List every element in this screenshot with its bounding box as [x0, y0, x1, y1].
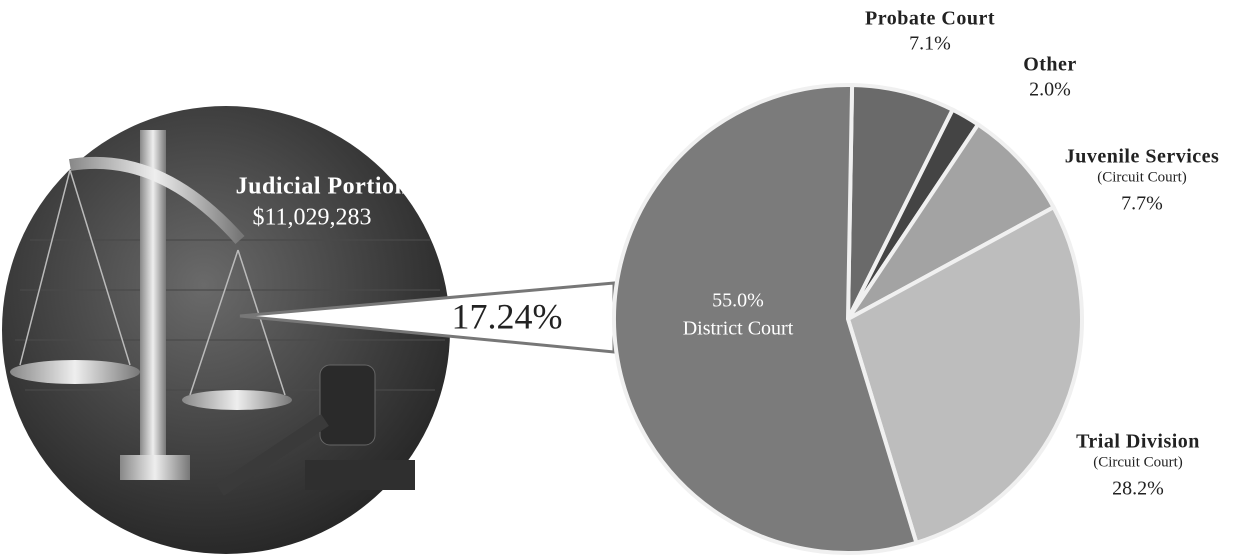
- portion-title: Judicial Portion: [236, 174, 409, 200]
- value-label: 7.1%: [909, 33, 951, 55]
- slice-note: (Circuit Court): [1093, 454, 1183, 470]
- value-label: 7.7%: [1121, 193, 1163, 215]
- slice-label: Probate Court: [865, 8, 995, 30]
- page: 17.24% Judicial Portion $11,029,283 Prob…: [0, 0, 1250, 557]
- slice-label: Other: [1023, 54, 1077, 76]
- slice-label: Trial Division: [1076, 431, 1200, 453]
- chart: 17.24% Judicial Portion $11,029,283 Prob…: [0, 0, 1250, 557]
- value-label: 28.2%: [1112, 478, 1164, 500]
- slice-label: Juvenile Services: [1065, 146, 1220, 168]
- value-label: 2.0%: [1029, 79, 1071, 101]
- value-label: 55.0%: [712, 290, 764, 312]
- portion-amount: $11,029,283: [252, 205, 371, 231]
- slice-note: (Circuit Court): [1097, 169, 1187, 185]
- slice-label: District Court: [683, 318, 794, 340]
- portion-share: 17.24%: [452, 296, 563, 336]
